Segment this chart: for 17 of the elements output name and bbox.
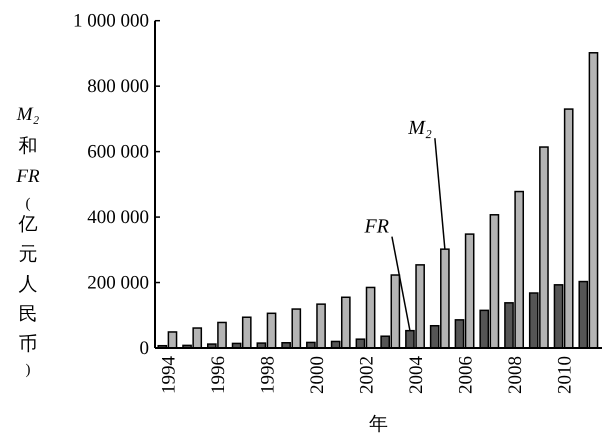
x-tick-label: 1998 xyxy=(257,356,278,394)
x-tick-label: 2002 xyxy=(356,356,378,394)
x-tick-label: 2006 xyxy=(456,356,477,394)
y-tick-label: 0 xyxy=(140,338,149,359)
x-tick-label: 2000 xyxy=(306,356,328,394)
x-tick-label: 2010 xyxy=(554,356,576,394)
x-tick-label: 1994 xyxy=(158,356,180,394)
y-tick-label: 1 000 000 xyxy=(73,10,149,32)
y-tick-label: 800 000 xyxy=(87,76,149,98)
x-axis-title: 年 xyxy=(369,414,388,435)
y-tick-label: 600 000 xyxy=(87,142,149,163)
y-tick-label: 200 000 xyxy=(87,272,149,294)
x-tick-label: 2008 xyxy=(505,356,526,394)
y-tick-label: 400 000 xyxy=(87,207,149,228)
x-tick-label: 2004 xyxy=(406,356,428,394)
x-tick-label: 1996 xyxy=(208,356,229,394)
ylabel: M₂和FR(亿元人民币) xyxy=(16,104,40,378)
